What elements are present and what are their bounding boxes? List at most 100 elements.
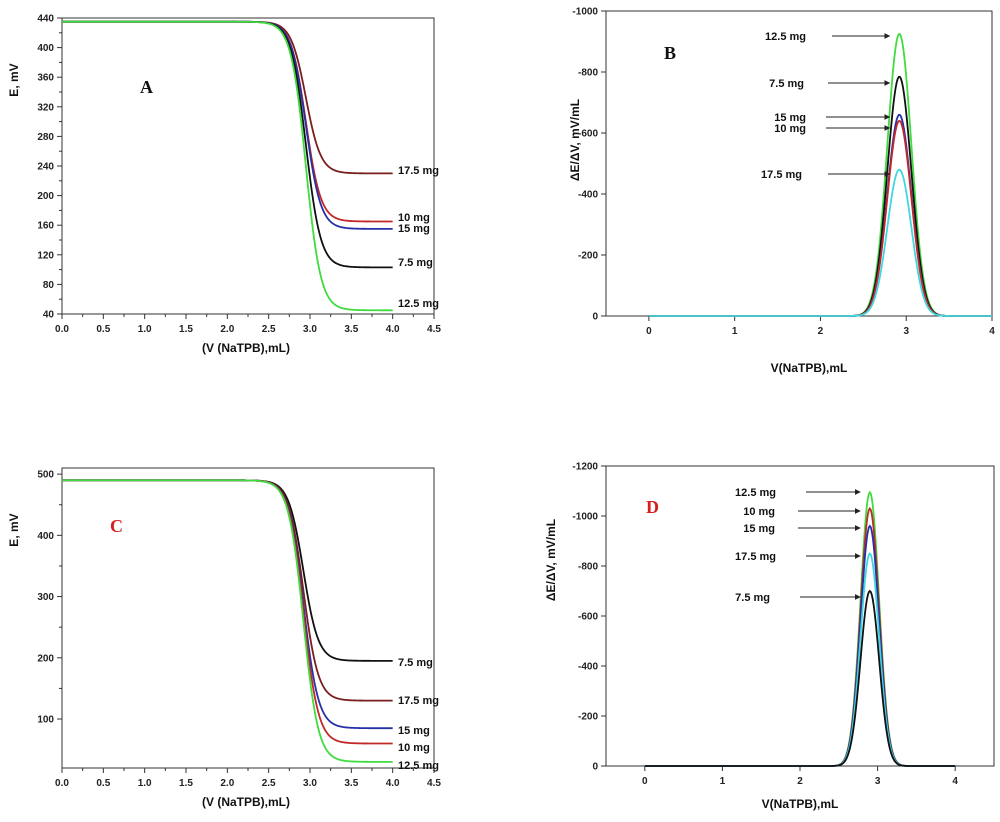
y-tick-label: 80 <box>43 280 55 291</box>
y-tick-label: -800 <box>578 68 598 79</box>
y-tick-label: 200 <box>37 191 54 202</box>
y-tick-label: 280 <box>37 132 54 143</box>
y-tick-label: 120 <box>37 250 54 261</box>
y-tick-label: -1000 <box>572 7 598 18</box>
y-tick-label: -400 <box>578 190 598 201</box>
x-tick-label: 1.5 <box>179 778 193 789</box>
panel-letter: B <box>664 43 676 63</box>
y-tick-label: 300 <box>37 592 54 603</box>
x-tick-label: 0.5 <box>96 324 110 335</box>
series-line-12-5-mg <box>648 33 992 317</box>
series-label: 12.5 mg <box>735 487 776 499</box>
x-tick-label: 2.5 <box>262 324 276 335</box>
panel-letter: C <box>110 516 123 536</box>
series-label: 12.5 mg <box>398 298 439 310</box>
series-label: 17.5 mg <box>761 169 802 181</box>
y-tick-label: 400 <box>37 531 54 542</box>
x-tick-label: 1.5 <box>179 324 193 335</box>
series-line-17-5-mg <box>648 168 992 317</box>
x-tick-label: 1.0 <box>138 778 152 789</box>
series-label: 10 mg <box>398 742 430 754</box>
x-tick-label: 0 <box>646 326 652 337</box>
series-label: 17.5 mg <box>398 695 439 707</box>
y-tick-label: 200 <box>37 653 54 664</box>
y-tick-label: 160 <box>37 221 54 232</box>
series-line-7-5-mg <box>62 479 393 662</box>
series-label: 10 mg <box>398 212 430 224</box>
series-label: 10 mg <box>774 123 806 135</box>
x-tick-label: 2.5 <box>262 778 276 789</box>
chart-panel-c: 0.0 0.5 1.0 1.5 2.0 2.5 3.0 3.5 4.0 4.5 100 200 300 4… <box>7 467 441 809</box>
x-tick-label: 0.0 <box>55 324 69 335</box>
y-axis-title: E, mV <box>7 63 21 96</box>
series-line-17-5-mg <box>62 479 393 702</box>
series-line-7-5-mg <box>648 75 992 317</box>
series-label: 15 mg <box>398 725 430 737</box>
series-line-17-5-mg <box>62 20 393 175</box>
series-line-7-5-mg <box>644 589 956 767</box>
x-tick-label: 2.0 <box>220 324 234 335</box>
x-tick-label: 3.0 <box>303 778 317 789</box>
y-tick-label: 400 <box>37 43 54 54</box>
x-tick-label: 3.0 <box>303 324 317 335</box>
panel-letter: D <box>646 497 659 517</box>
series-label: 12.5 mg <box>765 31 806 43</box>
y-tick-label: -1200 <box>572 462 598 473</box>
y-tick-label: 320 <box>37 102 54 113</box>
x-axis-title: V(NaTPB),mL <box>762 797 839 811</box>
series-line-12-5-mg <box>644 490 956 767</box>
y-tick-label: -800 <box>578 562 598 573</box>
x-tick-label: 4.5 <box>427 778 441 789</box>
x-tick-label: 4.0 <box>386 778 400 789</box>
x-axis-title: V(NaTPB),mL <box>771 361 848 375</box>
chart-panel-b: 0 1 2 3 4 0 -200 -400 -600 -800 -1000 V(NaTPB),mL ΔE… <box>568 7 995 376</box>
series-line-12-5-mg <box>62 479 393 763</box>
plot-frame <box>61 467 435 769</box>
y-tick-label: -400 <box>578 662 598 673</box>
chart-panel-d: 0 1 2 3 4 0 -200 -400 -600 -800 -1000 -1200 V(NaTPB)… <box>544 462 995 811</box>
x-tick-label: 2.0 <box>220 778 234 789</box>
series-line-17-5-mg <box>644 552 956 767</box>
series-label: 12.5 mg <box>398 760 439 772</box>
y-tick-label: -200 <box>578 712 598 723</box>
series-label: 17.5 mg <box>735 551 776 563</box>
x-tick-label: 0.5 <box>96 778 110 789</box>
y-tick-label: 440 <box>37 14 54 25</box>
x-tick-label: 3 <box>903 326 909 337</box>
series-line-12-5-mg <box>62 20 393 312</box>
x-axis-title: (V (NaTPB),mL) <box>202 795 290 809</box>
series-line-15-mg <box>62 20 393 230</box>
series-label: 7.5 mg <box>769 78 804 90</box>
x-tick-label: 2 <box>797 776 803 787</box>
series-line-15-mg <box>644 524 956 767</box>
y-axis-title: E, mV <box>7 513 21 546</box>
series-label: 7.5 mg <box>398 257 433 269</box>
y-tick-label: -600 <box>578 612 598 623</box>
series-line-10-mg <box>648 119 992 317</box>
x-tick-label: 0.0 <box>55 778 69 789</box>
y-tick-label: 40 <box>43 310 55 321</box>
series-label: 17.5 mg <box>398 165 439 177</box>
series-label: 15 mg <box>774 112 806 124</box>
x-tick-label: 4 <box>989 326 995 337</box>
x-tick-label: 0 <box>642 776 648 787</box>
series-label: 15 mg <box>398 223 430 235</box>
series-line-15-mg <box>648 113 992 317</box>
series-line-10-mg <box>644 506 956 767</box>
x-tick-label: 1 <box>720 776 726 787</box>
y-tick-label: 240 <box>37 162 54 173</box>
y-tick-label: 0 <box>592 762 598 773</box>
y-tick-label: -200 <box>578 251 598 262</box>
x-tick-label: 4 <box>952 776 958 787</box>
plot-frame <box>61 17 435 315</box>
x-tick-label: 2 <box>818 326 824 337</box>
series-line-10-mg <box>62 20 393 223</box>
series-label: 7.5 mg <box>735 592 770 604</box>
x-tick-label: 4.0 <box>386 324 400 335</box>
series-label: 7.5 mg <box>398 657 433 669</box>
x-tick-label: 3.5 <box>344 778 358 789</box>
x-tick-label: 4.5 <box>427 324 441 335</box>
x-tick-label: 3.5 <box>344 324 358 335</box>
x-tick-label: 1.0 <box>138 324 152 335</box>
